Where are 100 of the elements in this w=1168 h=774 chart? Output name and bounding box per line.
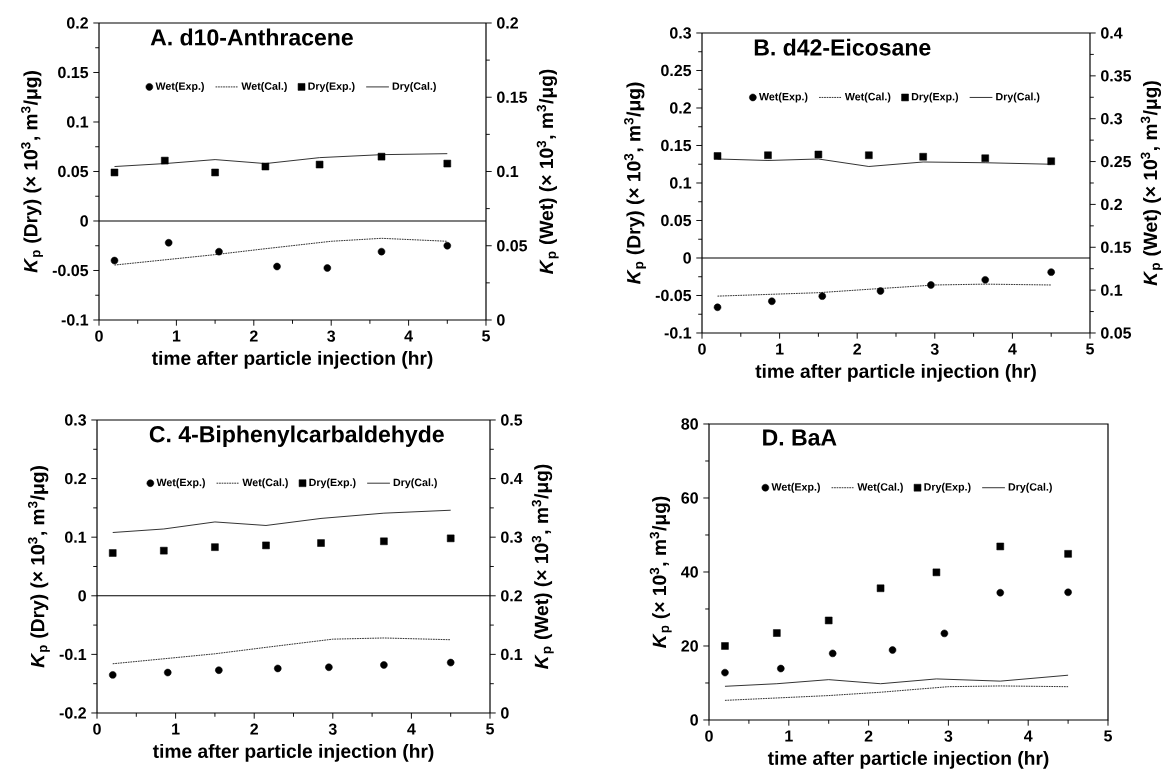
x-axis-title: time after particle injection (hr) <box>152 743 434 762</box>
legend-label: Wet(Cal.) <box>857 482 903 493</box>
y2-axis-title: K$_{p}$ (Wet) (× 10$^{3}$, m$^{3}$/μg) <box>531 464 554 669</box>
legend-label: Wet(Exp.) <box>758 92 808 103</box>
x-axis-title: time after particle injection (hr) <box>755 363 1036 382</box>
x-tick-label: 5 <box>1086 343 1094 355</box>
y-tick-label: -0.05 <box>52 264 89 277</box>
y2-tick-label: 0.15 <box>1101 241 1132 253</box>
legend-label: Dry(Cal.) <box>1008 482 1052 493</box>
y-tick-label: 0 <box>690 714 698 726</box>
y-tick-label: 0.1 <box>66 116 89 128</box>
y-axis-title: K$_{p}$ (× 10$^{3}$, m$^{3}$/μg) <box>649 496 672 648</box>
y-tick-label: 0.05 <box>661 214 692 227</box>
y2-tick-label: 0.35 <box>1101 70 1132 82</box>
legend-label: Wet(Cal.) <box>241 82 287 92</box>
y-tick-label: 60 <box>681 492 698 504</box>
x-tick-label: 3 <box>930 343 939 355</box>
x-tick-label: 5 <box>1104 730 1112 742</box>
y-tick-label: -0.2 <box>59 707 86 719</box>
y2-tick-label: 0.05 <box>1101 327 1132 339</box>
chart-title: C. 4-Biphenylcarbaldehyde <box>149 425 444 447</box>
y-tick-label: 0.2 <box>64 472 86 485</box>
y-tick-label: 0 <box>683 252 691 264</box>
y-axis-title: K$_{p}$ (Dry) (× 10$^{3}$, m$^{3}$/μg) <box>27 466 50 668</box>
y2-tick-label: 0.3 <box>501 531 523 543</box>
x-axis-title: time after particle injection (hr) <box>151 350 433 369</box>
y-tick-label: 40 <box>681 566 698 578</box>
x-tick-label: 1 <box>172 723 180 735</box>
y-tick-label: -0.05 <box>655 289 692 302</box>
chart-title: A. d10-Anthracene <box>150 28 353 46</box>
y2-tick-label: 0.4 <box>1101 27 1123 39</box>
y2-axis-title: K$_{p}$ (Wet) (× 10$^{3}$, m$^{3}$/μg) <box>1140 81 1163 286</box>
x-tick-label: 1 <box>172 330 181 342</box>
x-tick-label: 2 <box>853 343 862 355</box>
y2-tick-label: 0.25 <box>1101 155 1132 168</box>
y-tick-label: -0.1 <box>664 327 692 339</box>
y-tick-label: 0.15 <box>58 66 89 79</box>
y-tick-label: 0.05 <box>58 165 89 178</box>
x-tick-label: 0 <box>705 730 713 742</box>
x-tick-label: 5 <box>482 330 490 342</box>
legend-label: Wet(Exp.) <box>771 482 820 493</box>
y-tick-label: 20 <box>681 640 698 652</box>
y-axis-title: K$_{p}$ (Dry) (× 10$^{3}$, m$^{3}$/μg) <box>21 71 43 273</box>
y-tick-label: -0.1 <box>59 648 87 661</box>
y2-tick-label: 0.5 <box>501 414 523 426</box>
y-tick-label: 0.3 <box>64 414 87 426</box>
y2-tick-label: 0.15 <box>497 91 528 103</box>
x-tick-label: 3 <box>327 330 336 342</box>
y2-tick-label: 0.1 <box>1101 284 1123 296</box>
legend-label: Dry(Cal.) <box>393 478 437 489</box>
x-tick-label: 2 <box>250 723 259 735</box>
y2-tick-label: 0.4 <box>501 472 523 485</box>
x-axis-title: time after particle injection (hr) <box>767 750 1049 769</box>
y2-tick-label: 0.2 <box>1101 198 1122 211</box>
legend-label: Dry(Exp.) <box>911 92 959 103</box>
y2-tick-label: 0.1 <box>501 648 523 661</box>
x-tick-label: 2 <box>864 730 873 742</box>
y2-axis-title: K$_{p}$ (Wet) (× 10$^{3}$, m$^{3}$/μg) <box>536 69 559 274</box>
legend-label: Wet(Cal.) <box>242 478 288 489</box>
x-tick-label: 3 <box>944 730 953 742</box>
x-tick-label: 4 <box>1008 343 1017 355</box>
y2-tick-label: 0 <box>497 314 505 326</box>
y2-tick-label: 0.1 <box>497 165 519 178</box>
legend-label: Wet(Exp.) <box>155 82 204 92</box>
x-tick-label: 4 <box>1024 730 1033 742</box>
y-tick-label: 0.3 <box>669 27 692 39</box>
legend-label: Dry(Cal.) <box>392 82 436 92</box>
x-tick-label: 5 <box>486 723 494 735</box>
x-tick-label: 2 <box>249 330 258 342</box>
legend-label: Dry(Exp.) <box>309 478 356 489</box>
x-tick-label: 4 <box>407 723 416 735</box>
x-tick-label: 0 <box>698 343 706 355</box>
y-tick-label: 0.2 <box>669 102 691 114</box>
x-tick-label: 0 <box>95 330 103 342</box>
legend-label: Dry(Exp.) <box>308 82 355 92</box>
y-axis-title: K$_{p}$ (Dry) (× 10$^{3}$, m$^{3}$/μg) <box>624 82 646 285</box>
chart-title: B. d42-Eicosane <box>754 38 931 56</box>
legend-label: Wet(Exp.) <box>156 478 205 489</box>
y2-tick-label: 0.05 <box>497 240 528 252</box>
y2-tick-label: 0 <box>501 707 509 719</box>
x-tick-label: 1 <box>785 730 793 742</box>
y-tick-label: 0.1 <box>669 177 692 189</box>
y2-tick-label: 0.2 <box>497 17 518 29</box>
x-tick-label: 3 <box>328 723 337 735</box>
x-tick-label: 4 <box>404 330 413 342</box>
y-tick-label: 80 <box>681 418 698 430</box>
y-tick-label: 0.2 <box>66 17 88 29</box>
chart-title: D. BaA <box>763 429 837 446</box>
y-tick-label: 0.25 <box>661 64 692 77</box>
y-tick-label: 0.15 <box>661 139 692 152</box>
legend-label: Dry(Exp.) <box>924 482 971 493</box>
y2-tick-label: 0.2 <box>501 590 523 602</box>
legend-label: Dry(Cal.) <box>996 92 1040 103</box>
legend-label: Wet(Cal.) <box>844 92 891 103</box>
y-tick-label: 0 <box>78 590 86 602</box>
x-tick-label: 1 <box>776 343 784 355</box>
x-tick-label: 0 <box>93 723 101 735</box>
y-tick-label: -0.1 <box>61 314 89 326</box>
y2-tick-label: 0.3 <box>1101 113 1123 125</box>
y-tick-label: 0 <box>80 215 88 227</box>
